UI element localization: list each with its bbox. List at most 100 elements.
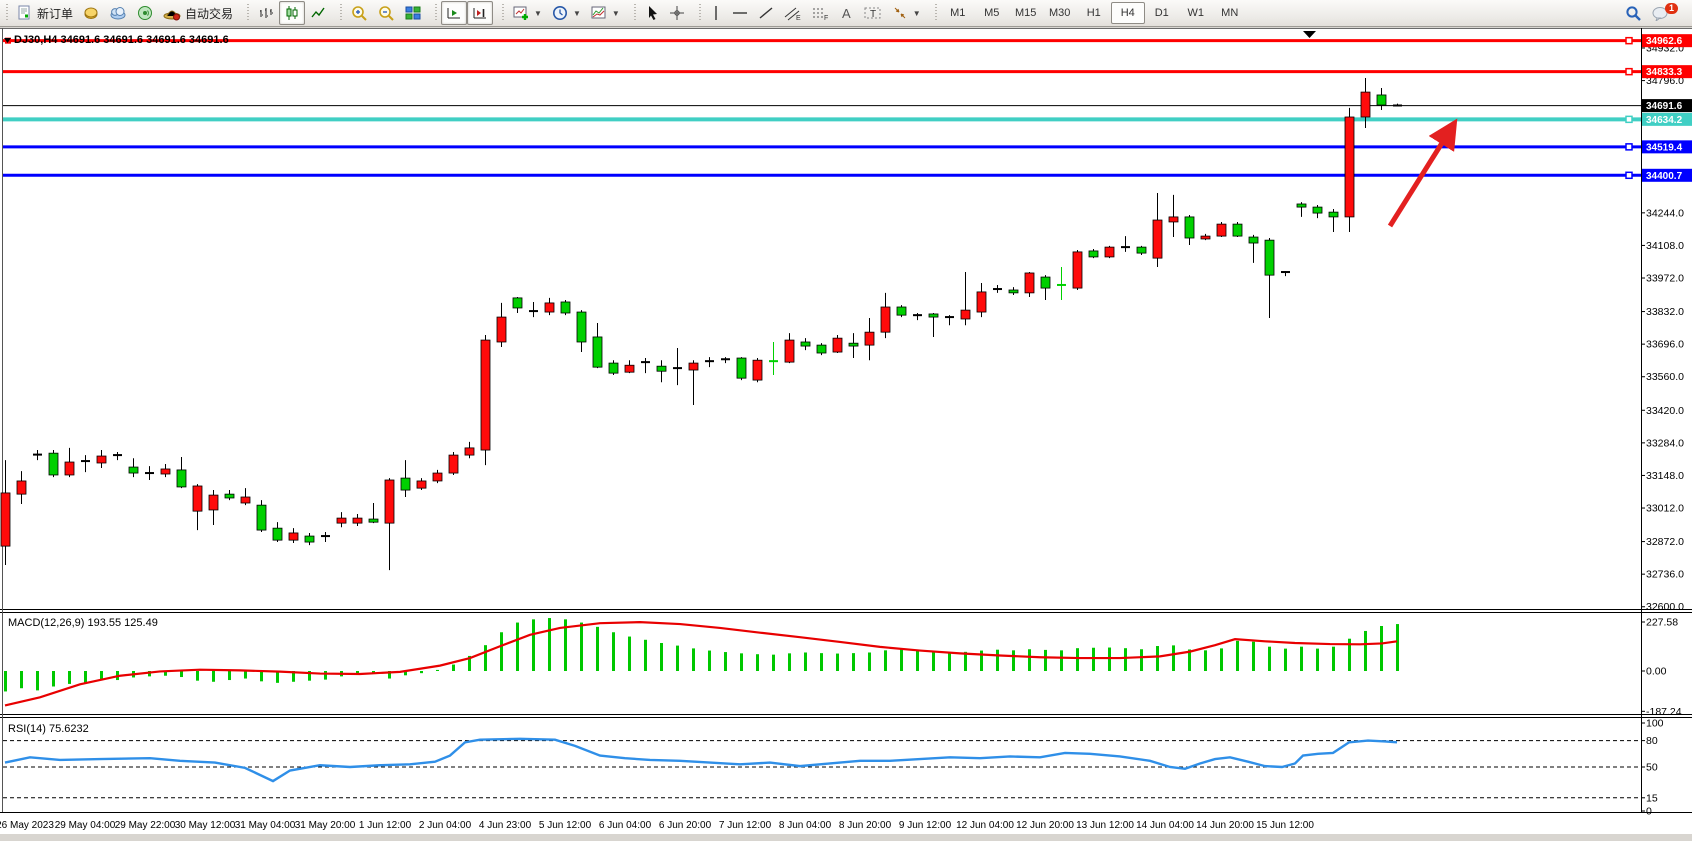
text-label-tool[interactable]: T: [859, 1, 887, 25]
tile-windows-icon: [405, 5, 421, 21]
main-price-panel[interactable]: 34962.6 34833.3 34691.6 34634.2 34519.4 34400…: [0, 31, 1692, 571]
candle: [208, 490, 219, 526]
signals-button[interactable]: [132, 1, 158, 25]
toolbar-drag-handle[interactable]: [5, 4, 10, 22]
fibonacci-tool[interactable]: F: [807, 1, 835, 25]
bar-chart-button[interactable]: [253, 1, 279, 25]
zoom-out-button[interactable]: [373, 1, 400, 25]
line-handle[interactable]: [1625, 171, 1633, 180]
toolbar-drag-handle[interactable]: [434, 4, 440, 22]
crosshair-button[interactable]: [664, 1, 690, 25]
chart-canvas[interactable]: 34932.034796.034244.034108.033972.033832…: [0, 28, 1692, 834]
rsi-tick-label: 15: [1646, 792, 1658, 804]
timeframe-D1[interactable]: D1: [1154, 7, 1169, 19]
timeframe-M1[interactable]: M1: [950, 7, 966, 19]
trend-arrow-annotation[interactable]: [1387, 118, 1458, 228]
line-handle[interactable]: [1625, 143, 1633, 151]
candle: [592, 323, 603, 369]
timeframe-M15[interactable]: M15: [1015, 7, 1037, 19]
candle-body: [1200, 235, 1211, 240]
text-tool[interactable]: A: [835, 1, 859, 25]
templates-button[interactable]: ▼: [586, 1, 625, 25]
price-tick-label: 33284.0: [1646, 437, 1684, 449]
price-tick-label: 33012.0: [1646, 503, 1684, 515]
time-axis-label: 6 Jun 20:00: [659, 820, 712, 831]
auto-trading-button[interactable]: 自动交易: [158, 1, 238, 25]
signal-icon: [137, 5, 153, 21]
horizontal-line-tool[interactable]: [727, 1, 753, 25]
toolbar-drag-handle[interactable]: [933, 4, 939, 22]
community-button[interactable]: [104, 1, 132, 25]
timeframe-M30[interactable]: M30: [1049, 7, 1071, 19]
tile-windows-button[interactable]: [400, 1, 426, 25]
search-icon: [1625, 5, 1642, 22]
arrows-icon: [892, 5, 908, 21]
candle-body: [624, 364, 635, 373]
candle-body: [304, 535, 315, 543]
vertical-line-tool[interactable]: [705, 1, 727, 25]
candle: [1344, 107, 1355, 233]
chart-frame: 34932.034796.034244.034108.033972.033832…: [0, 28, 1692, 834]
ducats-button[interactable]: [78, 1, 104, 25]
toolbar-drag-handle[interactable]: [632, 4, 638, 22]
toolbar-drag-handle[interactable]: [697, 4, 703, 22]
candle: [1360, 77, 1371, 129]
arrows-tool[interactable]: ▼: [887, 1, 926, 25]
auto-scroll-button[interactable]: [441, 1, 468, 25]
time-axis-label: 14 Jun 20:00: [1196, 820, 1254, 831]
time-axis-label: 29 May 22:00: [115, 820, 176, 831]
notifications-button[interactable]: 1: [1647, 1, 1678, 25]
candle-body: [1216, 223, 1227, 237]
candle-body: [1328, 211, 1339, 218]
zoom-in-icon: [351, 5, 368, 21]
price-line-label-bg: [1642, 34, 1692, 48]
line-handle[interactable]: [1625, 67, 1633, 76]
timeframe-M5[interactable]: M5: [984, 7, 1000, 19]
chart-background: [0, 28, 1692, 834]
candle: [400, 460, 411, 498]
chart-shift-button[interactable]: [467, 1, 494, 25]
candle-body: [928, 313, 939, 318]
line-handle[interactable]: [1625, 115, 1633, 124]
candle-body: [1264, 239, 1275, 276]
candle: [1121, 236, 1130, 252]
time-axis-label: 14 Jun 04:00: [1136, 820, 1194, 831]
zoom-in-button[interactable]: [346, 1, 373, 25]
candle: [448, 451, 459, 475]
trendline-tool[interactable]: [753, 1, 779, 25]
price-line-label-bg: [1642, 168, 1692, 182]
rsi-panel[interactable]: [3, 737, 1641, 799]
candle: [0, 460, 11, 566]
new-order-button[interactable]: 新订单: [12, 1, 78, 25]
timeframe-H4[interactable]: H4: [1110, 2, 1145, 24]
cursor-button[interactable]: [640, 1, 664, 25]
periods-button[interactable]: ▼: [547, 1, 586, 25]
equidistant-channel-tool[interactable]: E: [779, 1, 807, 25]
search-button[interactable]: [1620, 1, 1647, 25]
line-handle[interactable]: [1625, 36, 1633, 45]
toolbar-drag-handle[interactable]: [246, 4, 252, 22]
price-line-label-bg: [1642, 112, 1692, 126]
candle: [1040, 275, 1051, 301]
candle: [1200, 233, 1211, 241]
timeframe-MN[interactable]: MN: [1221, 7, 1239, 19]
candle: [673, 347, 682, 386]
toolbar-drag-handle[interactable]: [339, 4, 345, 22]
cursor-group: [628, 0, 693, 27]
auto-trading-label: 自动交易: [185, 6, 234, 21]
timeframe-H1[interactable]: H1: [1086, 7, 1101, 19]
candle-body: [1008, 289, 1019, 294]
candlestick-chart-button[interactable]: [279, 1, 306, 25]
time-axis-label: 26 May 2023: [0, 820, 54, 831]
macd-panel[interactable]: [4, 618, 1399, 707]
line-chart-button[interactable]: [305, 1, 331, 25]
chart-menu-arrow-icon[interactable]: [4, 38, 11, 43]
timeframe-W1[interactable]: W1: [1187, 7, 1204, 19]
candle-body: [464, 447, 475, 456]
candle: [512, 296, 523, 313]
candle: [145, 466, 154, 480]
add-indicator-button[interactable]: ▼: [508, 1, 547, 25]
toolbar-drag-handle[interactable]: [501, 4, 507, 22]
candle: [1104, 245, 1115, 259]
